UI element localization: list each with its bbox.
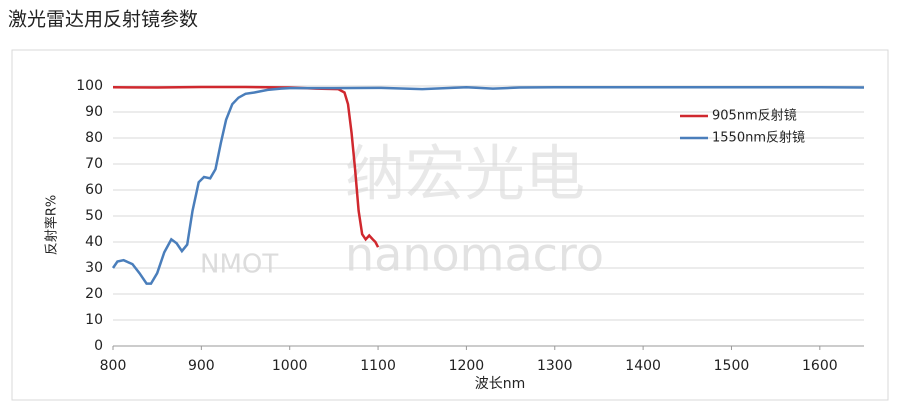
x-tick-label: 1500 [714,358,750,374]
x-tick-label: 1300 [537,358,573,374]
y-tick-label: 80 [85,130,103,146]
x-tick-label: 1100 [360,358,396,374]
y-tick-label: 100 [76,78,103,94]
y-axis-label: 反射率R% [44,195,60,255]
legend-label: 905nm反射镜 [712,108,797,124]
watermark: NMOT [200,250,278,280]
x-axis-label: 波长nm [475,376,526,392]
x-tick-label: 800 [100,358,127,374]
y-tick-label: 70 [85,156,103,172]
y-tick-label: 30 [85,260,103,276]
legend-label: 1550nm反射镜 [712,130,805,146]
watermark: nanomacro [345,228,604,282]
chart-title: 激光雷达用反射镜参数 [8,9,198,31]
y-tick-label: 50 [85,208,103,224]
data-line [111,86,865,285]
x-tick-label: 1400 [625,358,661,374]
chart-frame [11,49,889,401]
x-tick-label: 1000 [272,358,308,374]
y-tick-label: 90 [85,104,103,120]
watermark: 纳宏光电 [345,140,585,210]
x-tick-label: 1600 [802,358,838,374]
y-tick-label: 20 [85,286,103,302]
x-tick-label: 900 [188,358,215,374]
y-tick-label: 60 [85,182,103,198]
y-tick-label: 0 [94,338,103,354]
y-tick-label: 10 [85,312,103,328]
data-line [112,85,380,248]
y-tick-label: 40 [85,234,103,250]
x-tick-label: 1200 [449,358,485,374]
